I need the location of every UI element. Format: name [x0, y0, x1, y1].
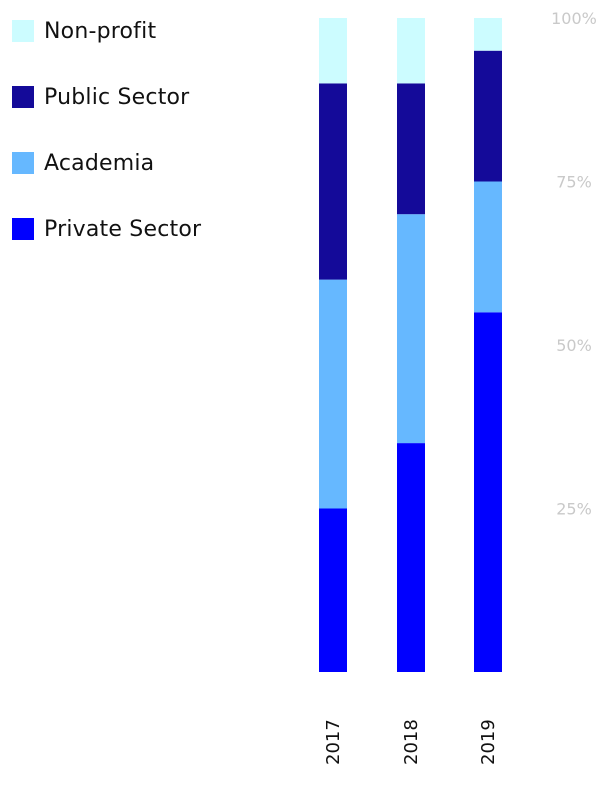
bar-segment-public-sector-2017: [319, 83, 347, 280]
bar-segment-academia-2017: [319, 279, 347, 509]
bar-segment-public-sector-2018: [397, 83, 425, 215]
legend-swatch-private-sector: [12, 218, 34, 240]
y-tick-label-50: 50%: [556, 336, 592, 355]
bar-segment-academia-2019: [474, 181, 502, 313]
legend-item-academia: Academia: [12, 146, 201, 180]
legend-swatch-public-sector: [12, 86, 34, 108]
y-tick-label-100: 100%: [551, 9, 597, 28]
x-tick-label-2017: 2017: [323, 719, 344, 765]
y-tick-label-25: 25%: [556, 500, 592, 519]
legend-swatch-non-profit: [12, 20, 34, 42]
legend-label-public-sector: Public Sector: [44, 84, 190, 110]
bar-segment-private-sector-2017: [319, 508, 347, 672]
bar-segment-non-profit-2018: [397, 18, 425, 84]
legend-item-public-sector: Public Sector: [12, 80, 201, 114]
bar-segment-non-profit-2019: [474, 18, 502, 51]
legend-swatch-academia: [12, 152, 34, 174]
legend-item-private-sector: Private Sector: [12, 212, 201, 246]
y-tick-label-75: 75%: [556, 173, 592, 192]
x-tick-label-2019: 2019: [478, 719, 499, 765]
x-tick-label-2018: 2018: [401, 719, 422, 765]
bar-segment-academia-2018: [397, 214, 425, 444]
legend-label-private-sector: Private Sector: [44, 216, 202, 242]
bar-segment-private-sector-2018: [397, 443, 425, 672]
bar-segment-private-sector-2019: [474, 312, 502, 672]
chart-legend: Non-profit Public Sector Academia Privat…: [12, 14, 201, 278]
legend-item-non-profit: Non-profit: [12, 14, 201, 48]
bar-segment-public-sector-2019: [474, 50, 502, 182]
legend-label-academia: Academia: [44, 150, 155, 176]
legend-label-non-profit: Non-profit: [44, 18, 157, 44]
bar-segment-non-profit-2017: [319, 18, 347, 84]
